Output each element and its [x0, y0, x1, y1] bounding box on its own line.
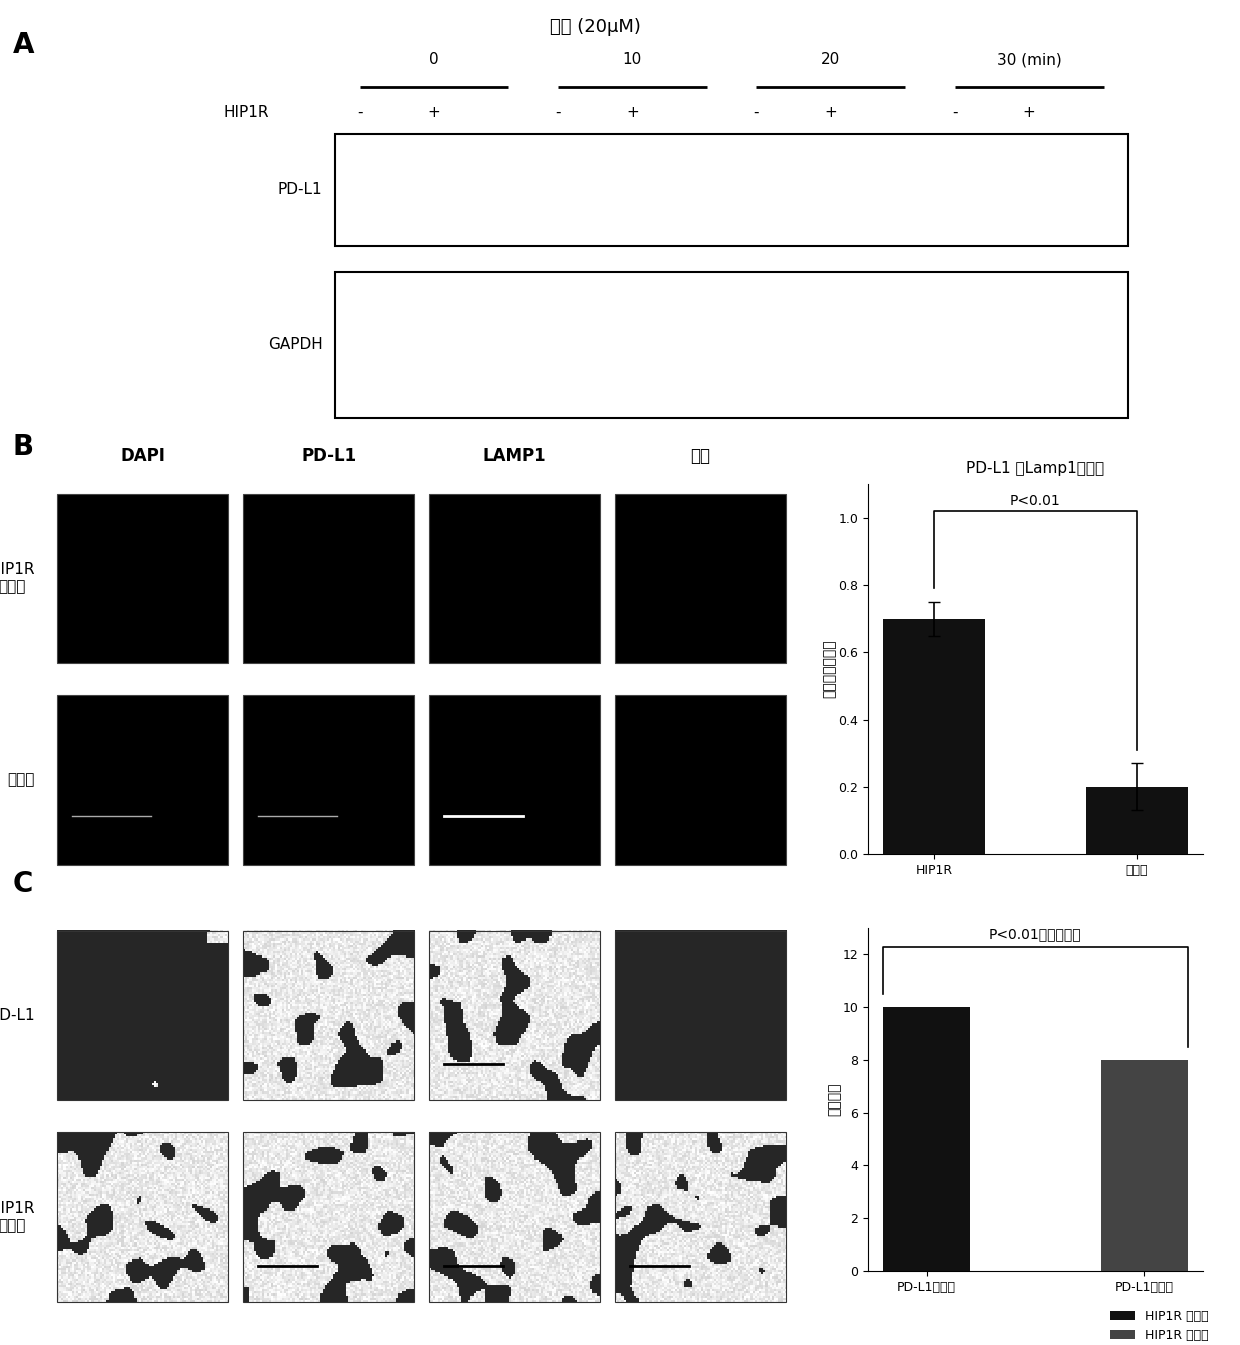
Bar [243, 695, 414, 865]
Bar [57, 1132, 228, 1302]
Bar [243, 1132, 414, 1302]
Bar [335, 272, 1128, 418]
Legend: HIP1R 高表达, HIP1R 低表达: HIP1R 高表达, HIP1R 低表达 [1105, 1305, 1213, 1345]
Text: PD-L1: PD-L1 [0, 1007, 35, 1024]
Text: 0: 0 [429, 52, 439, 67]
Title: PD-L1 和Lamp1共定位: PD-L1 和Lamp1共定位 [966, 461, 1105, 476]
Text: 空载体: 空载体 [7, 772, 35, 788]
Bar [57, 931, 228, 1100]
Text: HIP1R
过表达: HIP1R 过表达 [0, 1201, 35, 1233]
Bar [615, 931, 786, 1100]
Text: LAMP1: LAMP1 [482, 448, 547, 465]
Text: P<0.01，卡方检验: P<0.01，卡方检验 [990, 927, 1081, 941]
Text: 10: 10 [622, 52, 642, 67]
Text: HIP1R: HIP1R [223, 105, 269, 120]
Bar [57, 494, 228, 663]
Bar [335, 134, 1128, 246]
Bar [243, 931, 414, 1100]
Text: 叠加: 叠加 [691, 448, 711, 465]
Y-axis label: 样本数量: 样本数量 [827, 1083, 841, 1116]
Text: B: B [12, 433, 33, 461]
Bar [615, 1132, 786, 1302]
Bar [429, 1132, 600, 1302]
Text: +: + [626, 105, 639, 120]
Bar [57, 695, 228, 865]
Bar [429, 931, 600, 1100]
Text: GAPDH: GAPDH [268, 338, 322, 352]
Text: C: C [12, 870, 32, 898]
Bar [883, 1007, 970, 1271]
Text: A: A [12, 31, 33, 59]
Text: +: + [1023, 105, 1035, 120]
Bar [429, 494, 600, 663]
Text: 氯呵 (20μM): 氯呵 (20μM) [549, 17, 641, 36]
Text: -: - [754, 105, 759, 120]
Text: +: + [825, 105, 837, 120]
Text: -: - [556, 105, 560, 120]
Text: DAPI: DAPI [120, 448, 165, 465]
Text: 30 (min): 30 (min) [997, 52, 1061, 67]
Y-axis label: 皮尔透相关系数: 皮尔透相关系数 [823, 640, 837, 698]
Bar [883, 619, 985, 854]
Text: +: + [428, 105, 440, 120]
Bar [1101, 1060, 1188, 1271]
Bar [243, 494, 414, 663]
Text: -: - [357, 105, 362, 120]
Bar [1086, 787, 1188, 854]
Text: HIP1R
过表达: HIP1R 过表达 [0, 562, 35, 594]
Text: -: - [952, 105, 957, 120]
Text: PD-L1: PD-L1 [301, 448, 356, 465]
Bar [615, 494, 786, 663]
Bar [615, 695, 786, 865]
Text: P<0.01: P<0.01 [1011, 494, 1060, 507]
Bar [429, 695, 600, 865]
Text: 20: 20 [821, 52, 841, 67]
Text: PD-L1: PD-L1 [278, 183, 322, 198]
